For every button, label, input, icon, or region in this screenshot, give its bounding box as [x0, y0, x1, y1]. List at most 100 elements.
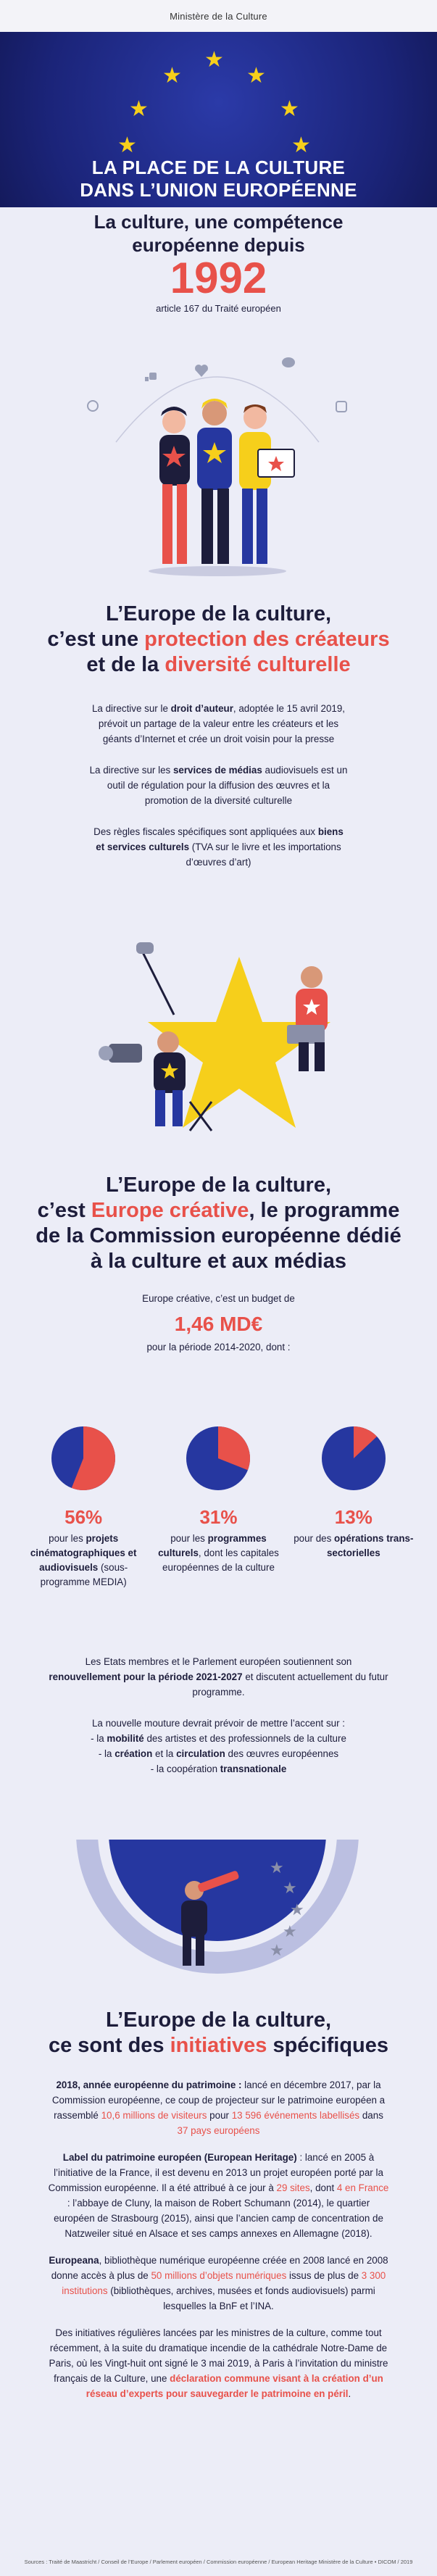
pie-percentage: 56% — [64, 1506, 103, 1528]
budget-pie-charts: 56% pour les projets cinématographiques e… — [0, 1425, 437, 1590]
section1-title-line: L’Europe de la culture, — [105, 602, 331, 626]
highlight-text: 37 pays européens — [177, 2125, 260, 2136]
bold-text: projets cinématographiques et audiovisue… — [30, 1533, 137, 1573]
eu-star-icon: ★ — [280, 97, 299, 121]
notre-dame-paragraph: Des initiatives régulières lancées par l… — [49, 2325, 389, 2401]
hero-title-line: DANS L’UNION EUROPÉENNE — [80, 179, 357, 201]
tax-paragraph: Des règles fiscales spécifiques sont app… — [88, 824, 349, 870]
text: , dont — [309, 2182, 337, 2193]
bold-text: Europeana — [49, 2255, 99, 2266]
eu-star-icon: ★ — [162, 64, 182, 88]
title-highlight: protection des créateurs — [144, 628, 390, 651]
section-initiatives: L’Europe de la culture, ce sont des init… — [0, 2008, 437, 2401]
pie-chart — [186, 1426, 251, 1490]
pie-label: pour les programmes culturels, dont les … — [157, 1532, 280, 1575]
priorities-intro: La nouvelle mouture devrait prévoir de m… — [91, 1718, 346, 1729]
section1-title-line: c’est une protection des créateurs — [0, 627, 437, 652]
text: , dont les capitales européennes de la c… — [162, 1547, 279, 1573]
budget-intro: Europe créative, c’est un budget de — [142, 1293, 295, 1304]
text: , adoptée le 15 avril 2019, prévoit un p… — [98, 703, 346, 744]
text: Des règles fiscales spécifiques sont app… — [93, 826, 318, 837]
renewal-paragraph: Les Etats membres et le Parlement europé… — [49, 1654, 389, 1700]
priority-item: - la coopération transnationale — [49, 1761, 389, 1777]
priority-item: - la création et la circulation des œuvr… — [49, 1746, 389, 1761]
pie-chart — [321, 1426, 386, 1490]
heritage-year-paragraph: 2018, année européenne du patrimoine : l… — [49, 2077, 389, 2138]
text: issus de plus de — [286, 2270, 362, 2281]
title-highlight: diversité culturelle — [165, 653, 351, 676]
ministry-header: Ministère de la Culture — [0, 0, 437, 32]
svg-text:★: ★ — [270, 1942, 284, 1960]
illustration-film — [0, 935, 437, 1138]
text: : l’abbaye de Cluny, la maison de Robert… — [54, 2198, 383, 2239]
title-text: ce sont des — [48, 2034, 170, 2057]
title-text: c’est une — [47, 628, 145, 651]
telescope-illustration: ★★★ ★★ — [76, 1840, 359, 1974]
highlight-text: 13 596 événements labellisés — [231, 2110, 360, 2121]
title-text: , le programme — [249, 1199, 400, 1222]
text: dans — [359, 2110, 383, 2121]
highlight-text: déclaration commune visant à la création… — [86, 2373, 383, 2399]
pie-chart-item: 13% pour des opérations trans-sectorielle… — [292, 1425, 415, 1590]
svg-text:★: ★ — [270, 1859, 284, 1877]
text: . — [348, 2388, 351, 2399]
intro-year: 1992 — [170, 254, 267, 302]
pie-chart — [51, 1426, 116, 1490]
eu-star-icon: ★ — [129, 97, 149, 121]
pie-chart-item: 56% pour les projets cinématographiques e… — [22, 1425, 145, 1590]
bold-text: Label du patrimoine européen (European H… — [62, 2152, 297, 2163]
text: des œuvres européennes — [225, 1748, 339, 1759]
illustration-telescope: ★ ★ ★ ★ ★ — [0, 1840, 437, 1985]
text: , bibliothèque numérique européenne créé… — [51, 2255, 388, 2281]
text: (sous-programme MEDIA) — [40, 1562, 128, 1587]
heart-icon — [195, 365, 208, 377]
text: pour — [207, 2110, 232, 2121]
text: audiovisuels est un outil de régulation … — [107, 765, 348, 806]
bold-text: services de médias — [172, 765, 262, 776]
intro-article: article 167 du Traité européen — [156, 303, 281, 314]
text: des artistes et des professionnels de la… — [143, 1733, 346, 1744]
highlight-text: 10,6 millions de visiteurs — [101, 2110, 207, 2121]
twitter-icon — [282, 357, 295, 367]
eu-star-icon: ★ — [291, 133, 311, 157]
hero-banner: ★ ★ ★ ★ ★ ★ ★ LA PLACE DE LA CULTURE DAN… — [0, 32, 437, 207]
bold-text: mobilité — [107, 1733, 144, 1744]
budget-amount: 1,46 MD€ — [174, 1313, 263, 1335]
hero-title-line: LA PLACE DE LA CULTURE — [91, 157, 346, 178]
bold-text: circulation — [176, 1748, 225, 1759]
section3-title: L’Europe de la culture, ce sont des init… — [0, 2008, 437, 2058]
instagram-icon — [336, 401, 347, 412]
section-creators: L’Europe de la culture, c’est une protec… — [0, 602, 437, 870]
ministry-name: Ministère de la Culture — [170, 10, 267, 22]
section3-title-line: L’Europe de la culture, — [105, 2008, 331, 2032]
text: La directive sur le — [91, 703, 171, 714]
like-icon — [145, 373, 157, 381]
text: : lancé en 2005 à l’initiative de la Fra… — [48, 2152, 383, 2193]
bold-text: création — [115, 1748, 153, 1759]
section1-title: L’Europe de la culture, c’est une protec… — [0, 602, 437, 678]
section1-title-line: et de la diversité culturelle — [0, 652, 437, 678]
pie-label: pour les projets cinématographiques et a… — [22, 1532, 145, 1590]
eu-star-icon: ★ — [117, 133, 137, 157]
title-text: et de la — [86, 653, 165, 676]
highlight-text: 3 300 institutions — [62, 2270, 386, 2296]
intro-title-line: européenne depuis — [132, 234, 305, 256]
text: pour les — [49, 1533, 86, 1544]
europeana-paragraph: Europeana, bibliothèque numérique europé… — [49, 2253, 389, 2314]
section-creative-europe: L’Europe de la culture, c’est Europe cré… — [0, 1173, 437, 1353]
pie-slice — [353, 1426, 377, 1458]
copyright-paragraph: La directive sur le droit d’auteur, adop… — [88, 701, 349, 747]
priorities-list: La nouvelle mouture devrait prévoir de m… — [49, 1716, 389, 1777]
budget-period: pour la période 2014-2020, dont : — [146, 1342, 291, 1353]
bold-text: programmes culturels — [158, 1533, 267, 1558]
sources-footer: Sources : Traité de Maastricht / Conseil… — [24, 2559, 413, 2565]
pie-slice — [71, 1426, 116, 1490]
highlight-text: 4 en France — [336, 2182, 389, 2193]
pie-percentage: 13% — [334, 1506, 373, 1528]
text: lancé en décembre 2017, par la Commissio… — [51, 2080, 386, 2121]
section3-title-line: ce sont des initiatives spécifiques — [0, 2033, 437, 2058]
text: La directive sur les — [89, 765, 173, 776]
pie-chart-item: 31% pour les programmes culturels, dont l… — [157, 1425, 280, 1590]
section2-title: L’Europe de la culture, c’est Europe cré… — [0, 1173, 437, 1274]
